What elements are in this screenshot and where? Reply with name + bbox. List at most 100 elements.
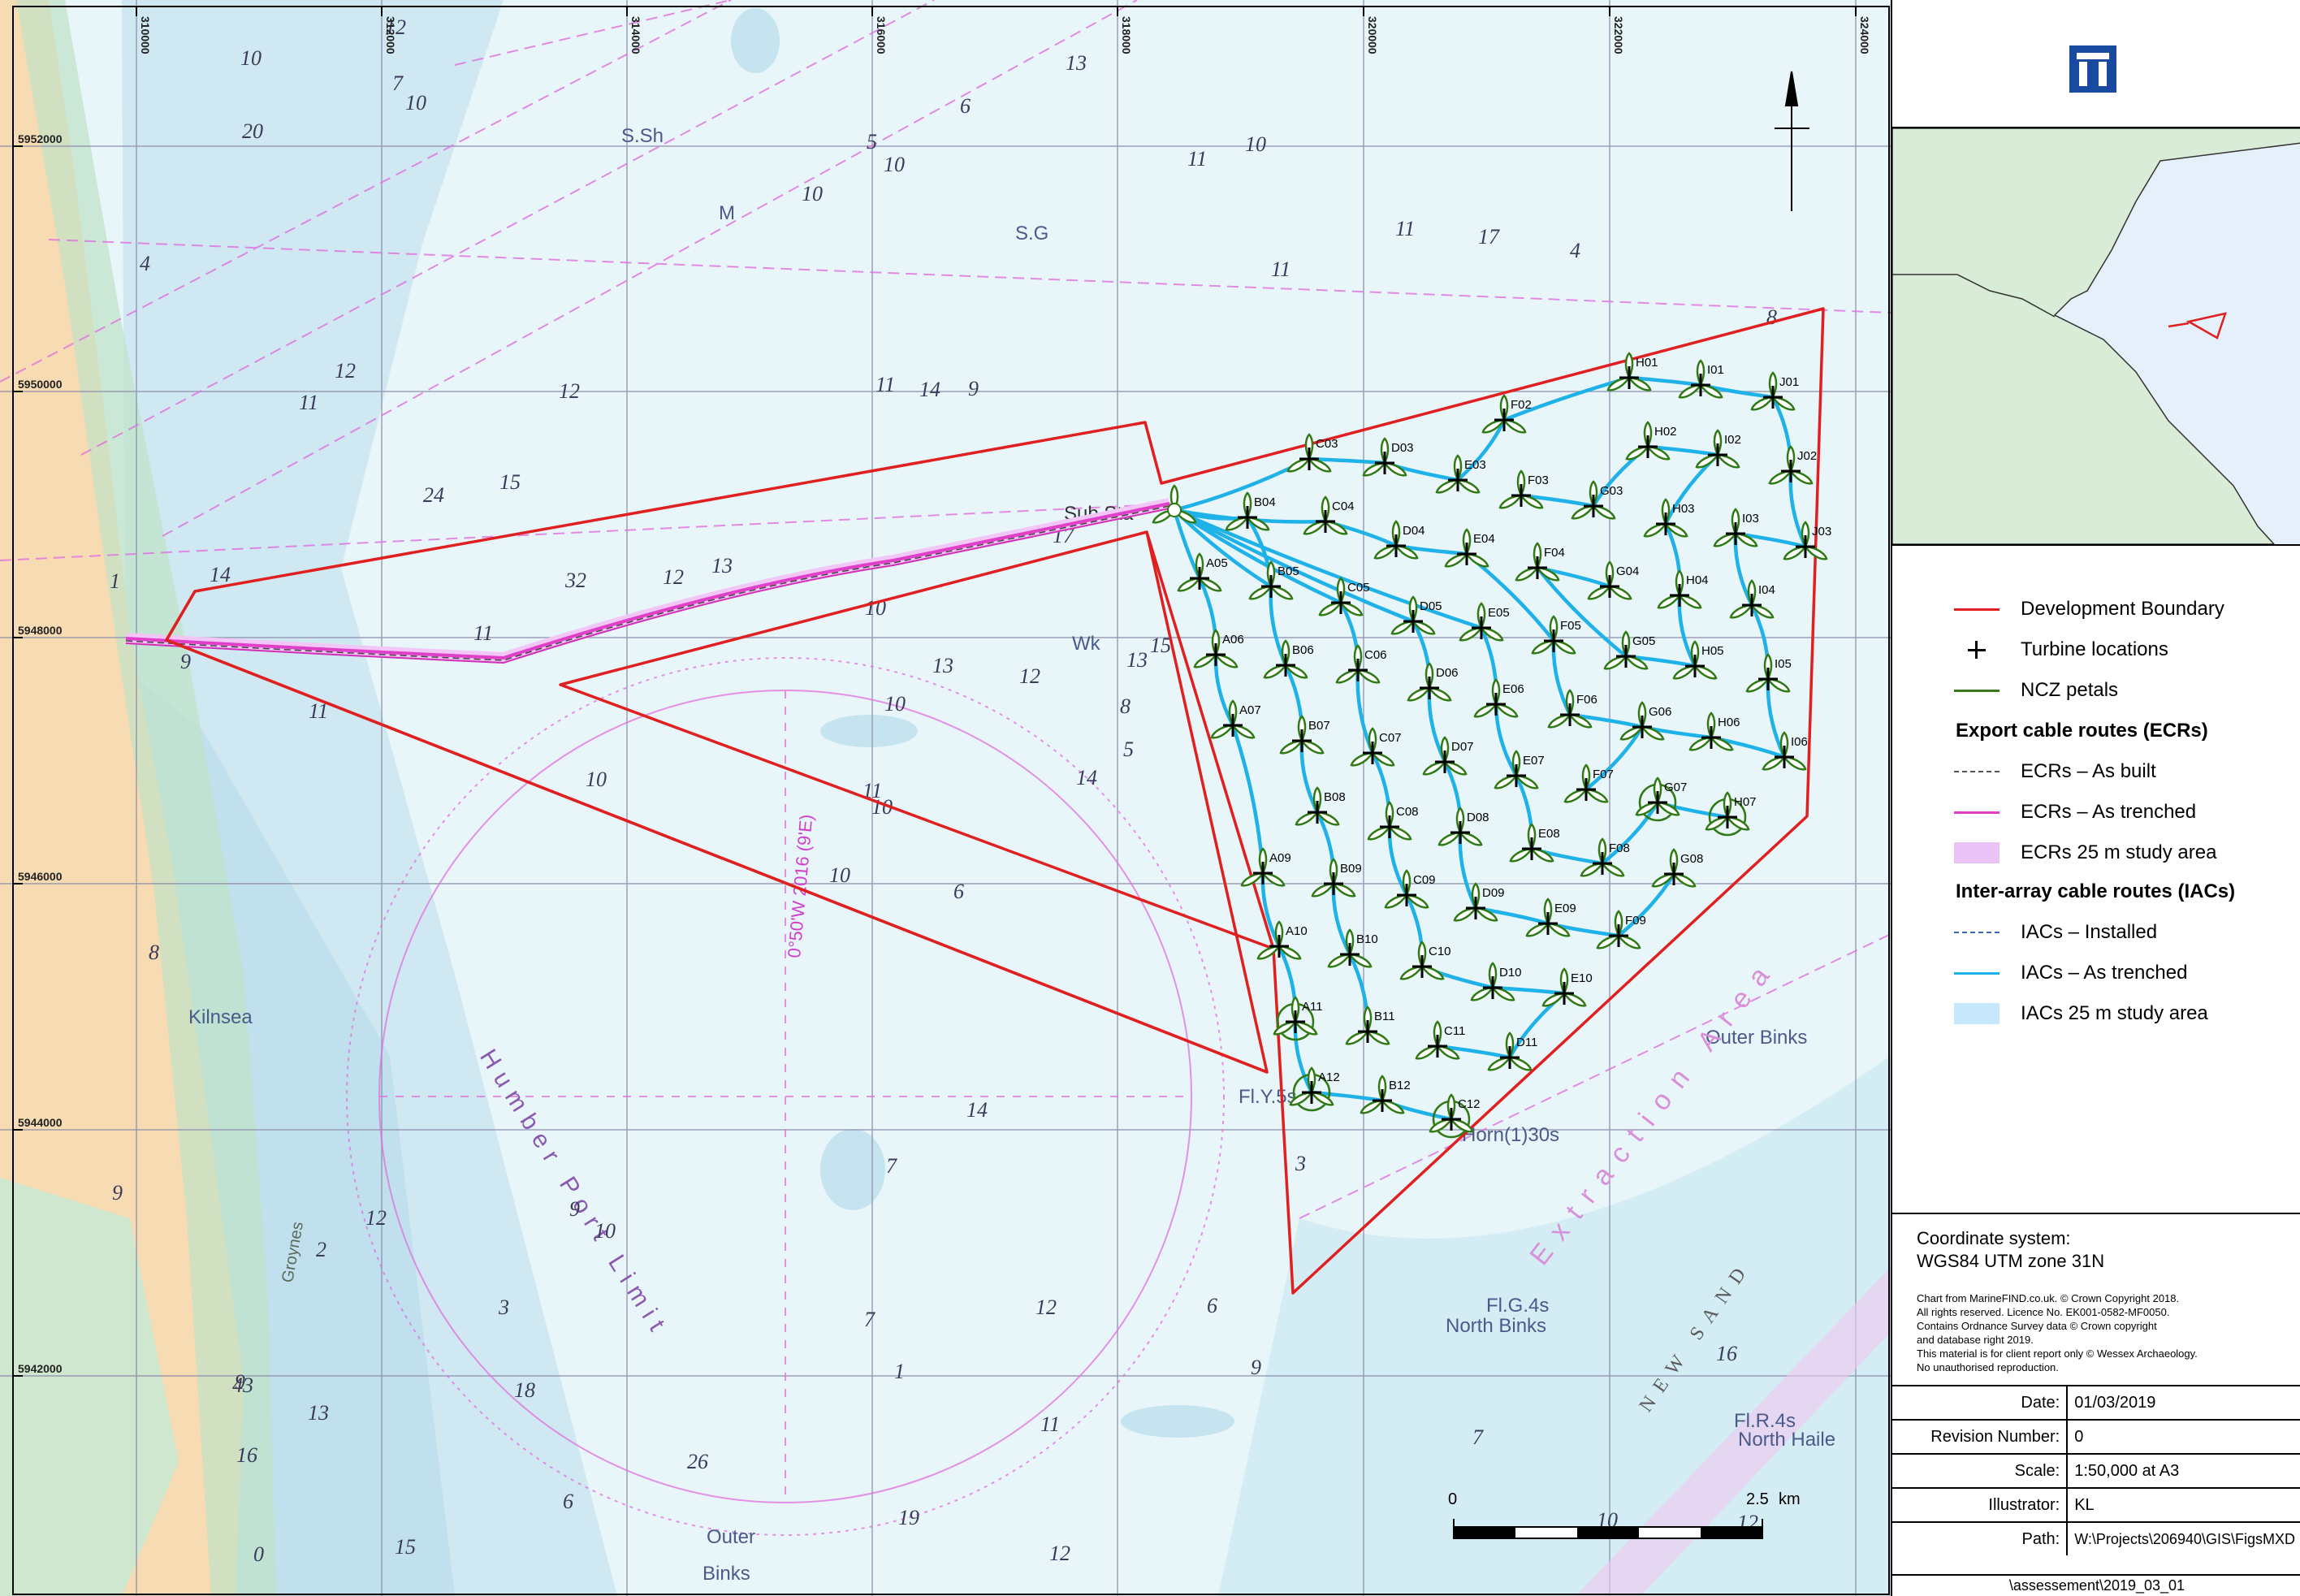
- shoal: [1121, 1405, 1234, 1438]
- turbine-b09[interactable]: B09: [1309, 858, 1362, 900]
- turbine-j03[interactable]: J03: [1781, 521, 1831, 563]
- turbine-f08[interactable]: F08: [1578, 837, 1630, 880]
- turbine-e05[interactable]: E05: [1457, 602, 1510, 644]
- turbine-c07[interactable]: C07: [1348, 727, 1402, 769]
- turbine-b10[interactable]: B10: [1325, 928, 1378, 971]
- turbine-f03[interactable]: F03: [1497, 469, 1549, 512]
- label-sh: S.Sh: [621, 125, 664, 147]
- turbine-h01[interactable]: H01: [1605, 352, 1658, 394]
- turbine-d05[interactable]: D05: [1389, 595, 1442, 638]
- turbine-d04[interactable]: D04: [1372, 520, 1425, 562]
- turbine-label: J01: [1779, 375, 1799, 389]
- turbine-d03[interactable]: D03: [1360, 437, 1414, 479]
- turbine-h07[interactable]: H07: [1703, 791, 1757, 837]
- turbine-c08[interactable]: C08: [1365, 801, 1419, 843]
- turbine-a09[interactable]: A09: [1239, 847, 1291, 889]
- turbine-e07[interactable]: E07: [1492, 750, 1545, 792]
- turbine-e04[interactable]: E04: [1442, 528, 1495, 570]
- turbine-d09[interactable]: D09: [1451, 882, 1505, 924]
- turbine-d06[interactable]: D06: [1405, 662, 1459, 704]
- legend-heading-ecr: Export cable routes (ECRs): [1956, 720, 2208, 742]
- turbine-c11[interactable]: C11: [1413, 1020, 1465, 1062]
- turbine-i05[interactable]: I05: [1744, 653, 1792, 695]
- turbine-a11[interactable]: A11: [1271, 996, 1323, 1041]
- turbine-i02[interactable]: I02: [1693, 429, 1742, 471]
- turbine-h04[interactable]: H04: [1655, 569, 1709, 612]
- turbine-f04[interactable]: F04: [1513, 542, 1565, 584]
- turbine-e09[interactable]: E09: [1524, 897, 1576, 940]
- turbine-h03[interactable]: H03: [1641, 498, 1695, 540]
- turbine-f06[interactable]: F06: [1546, 689, 1597, 731]
- revision-label: Revision Number:: [1892, 1419, 2069, 1454]
- turbine-g05[interactable]: G05: [1602, 630, 1655, 673]
- turbine-h06[interactable]: H06: [1687, 711, 1740, 754]
- map-canvas[interactable]: 0°50'W 2016 (9'E) Kilnsea Outer Binks No…: [0, 0, 1891, 1596]
- turbine-b11[interactable]: B11: [1343, 1006, 1395, 1048]
- turbine-i01[interactable]: I01: [1676, 359, 1725, 401]
- legend-ecr-study-area: ECRs 25 m study area: [1951, 837, 2216, 869]
- turbine-label: C03: [1316, 437, 1338, 451]
- turbine-g04[interactable]: G04: [1585, 560, 1639, 603]
- northing-label: 5944000: [18, 1116, 63, 1129]
- depth-sounding: 11: [1271, 257, 1291, 281]
- turbine-d07[interactable]: D07: [1420, 736, 1474, 778]
- turbine-d08[interactable]: D08: [1436, 807, 1489, 849]
- turbine-c05[interactable]: C05: [1316, 577, 1370, 619]
- turbine-b07[interactable]: B07: [1278, 715, 1330, 757]
- turbine-j01[interactable]: J01: [1749, 371, 1799, 413]
- turbine-b08[interactable]: B08: [1293, 786, 1346, 828]
- turbine-c10[interactable]: C10: [1398, 941, 1451, 983]
- turbine-b05[interactable]: B05: [1247, 560, 1299, 603]
- copyright-line: Contains Ordnance Survey data © Crown co…: [1917, 1320, 2157, 1332]
- depth-sounding: 10: [802, 182, 823, 205]
- map-frame: [12, 6, 1890, 1595]
- turbine-a07[interactable]: A07: [1208, 699, 1261, 742]
- turbine-label: I06: [1791, 735, 1808, 749]
- turbine-g03[interactable]: G03: [1569, 480, 1623, 522]
- turbine-e03[interactable]: E03: [1433, 454, 1486, 496]
- turbine-e08[interactable]: E08: [1507, 823, 1560, 865]
- turbine-label: C10: [1429, 945, 1451, 958]
- substation-icon[interactable]: [1150, 484, 1199, 526]
- turbine-c12[interactable]: C12: [1427, 1093, 1481, 1139]
- turbine-i03[interactable]: I03: [1711, 508, 1760, 550]
- turbine-c06[interactable]: C06: [1334, 644, 1387, 686]
- turbine-g06[interactable]: G06: [1618, 701, 1671, 743]
- turbine-j02[interactable]: J02: [1766, 445, 1817, 487]
- depth-sounding: 2: [316, 1238, 326, 1261]
- turbine-f09[interactable]: F09: [1594, 910, 1646, 952]
- easting-label: 318000: [1120, 16, 1133, 54]
- turbine-a12[interactable]: A12: [1287, 1066, 1340, 1112]
- inset-site-marker: [2185, 312, 2227, 340]
- coastal-strip: [16, 0, 276, 1596]
- turbine-g08[interactable]: G08: [1649, 848, 1703, 890]
- turbine-g07[interactable]: G07: [1633, 776, 1687, 822]
- grid-lines: [0, 0, 1891, 1596]
- depth-sounding: 3: [498, 1295, 509, 1319]
- turbine-e06[interactable]: E06: [1472, 678, 1524, 720]
- turbine-a05[interactable]: A05: [1175, 552, 1228, 595]
- turbine-f02[interactable]: F02: [1480, 394, 1532, 436]
- turbine-i04[interactable]: I04: [1727, 579, 1776, 621]
- turbine-i06[interactable]: I06: [1760, 731, 1809, 773]
- turbine-e10[interactable]: E10: [1540, 967, 1593, 1010]
- turbine-h02[interactable]: H02: [1623, 421, 1677, 463]
- turbine-c03[interactable]: C03: [1285, 433, 1338, 475]
- turbine-d11[interactable]: D11: [1485, 1032, 1537, 1074]
- turbine-d10[interactable]: D10: [1468, 962, 1522, 1004]
- turbine-h05[interactable]: H05: [1671, 640, 1724, 682]
- turbine-b12[interactable]: B12: [1358, 1075, 1411, 1117]
- turbine-b06[interactable]: B06: [1261, 639, 1314, 681]
- label-fl-r4s: Fl.R.4s: [1734, 1410, 1796, 1432]
- turbine-a10[interactable]: A10: [1255, 920, 1308, 962]
- depth-sounding: 9: [235, 1370, 245, 1394]
- turbine-f07[interactable]: F07: [1562, 763, 1614, 806]
- northing-label: 5942000: [18, 1362, 63, 1375]
- turbine-b04[interactable]: B04: [1223, 491, 1276, 534]
- turbine-c09[interactable]: C09: [1382, 869, 1436, 911]
- turbine-f05[interactable]: F05: [1529, 615, 1581, 657]
- revision-value: 0: [2067, 1419, 2300, 1454]
- turbine-label: A10: [1286, 924, 1308, 938]
- turbine-c04[interactable]: C04: [1301, 495, 1355, 538]
- turbine-a06[interactable]: A06: [1191, 629, 1244, 671]
